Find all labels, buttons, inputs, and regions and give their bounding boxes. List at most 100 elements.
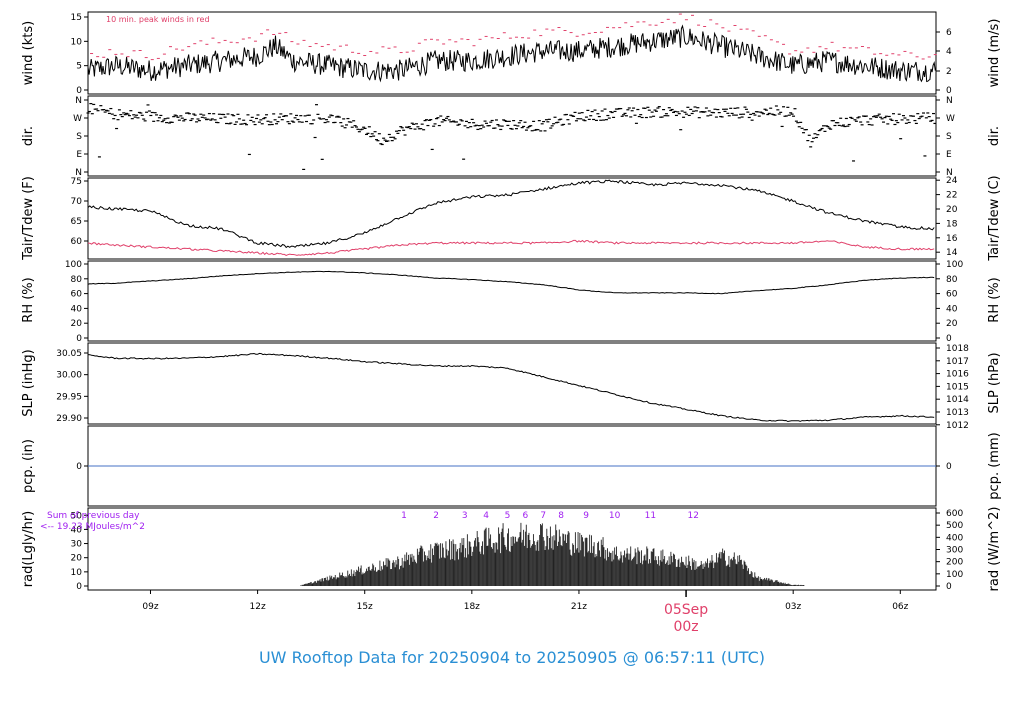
dir-right-tick-label: N: [946, 96, 953, 106]
rad-hour-label: 8: [558, 511, 564, 521]
rh-left-tick-label: 40: [71, 304, 83, 314]
dir-right-label: dir.: [987, 126, 1002, 146]
wind-series: [87, 24, 936, 83]
rh-series: [87, 270, 935, 295]
wind-left-tick-label: 10: [71, 37, 83, 47]
rh-right-tick-label: 100: [946, 260, 963, 270]
dir-left-tick-label: W: [73, 114, 82, 124]
slp-left-label: SLP (inHg): [21, 349, 36, 417]
rh-right-tick-label: 40: [946, 304, 958, 314]
slp-right-tick-label: 1015: [946, 382, 969, 392]
time-tick-label: 12z: [250, 602, 266, 612]
rad-left-tick-label: 10: [71, 568, 83, 578]
wind-right-label: wind (m/s): [987, 19, 1002, 88]
rad-hour-label: 2: [433, 511, 439, 521]
slp-right-tick-label: 1017: [946, 357, 969, 367]
slp-panel-frame: [87, 342, 937, 425]
rh-left-tick-label: 20: [71, 319, 83, 329]
time-tick-label: 06z: [892, 602, 908, 612]
rad-hour-label: 5: [505, 511, 511, 521]
rad-right-tick-label: 500: [946, 521, 963, 531]
day-marker-date: 05Sep: [664, 602, 708, 618]
rad-left-tick-label: 0: [76, 582, 82, 592]
dir-left-tick-label: S: [76, 132, 82, 142]
time-tick-label: 15z: [357, 602, 373, 612]
rh-left-tick-label: 0: [76, 334, 82, 344]
wind-panel-frame: [87, 11, 937, 95]
slp-left-tick-label: 29.90: [56, 414, 82, 424]
slp-right-tick-label: 1016: [946, 370, 969, 380]
temp-left-tick-label: 60: [71, 237, 83, 247]
rad-left-tick-label: 50: [71, 511, 83, 521]
rad-hour-label: 1: [401, 511, 407, 521]
rad-right-tick-label: 100: [946, 570, 963, 580]
time-tick-label: 18z: [464, 602, 480, 612]
dir-right-tick-label: W: [946, 114, 955, 124]
dir-left-label: dir.: [21, 126, 36, 146]
rad-right-tick-label: 0: [946, 582, 952, 592]
pcp-right-tick-label: 0: [946, 462, 952, 472]
slp-series: [87, 352, 935, 423]
rad-hour-label: 4: [483, 511, 489, 521]
dir-right-tick-label: N: [946, 168, 953, 178]
rad-hour-label: 10: [609, 511, 621, 521]
time-tick-label: 21z: [571, 602, 587, 612]
temp-left-tick-label: 65: [71, 217, 82, 227]
pcp-left-tick-label: 0: [76, 462, 82, 472]
dir-left-tick-label: N: [75, 168, 82, 178]
time-tick-label: 09z: [142, 602, 158, 612]
slp-left-tick-label: 30.00: [56, 371, 82, 381]
temp-right-tick-label: 24: [946, 176, 958, 186]
dir-right-tick-label: S: [946, 132, 952, 142]
wind-left-tick-label: 15: [71, 13, 82, 23]
rh-right-tick-label: 60: [946, 290, 958, 300]
rad-right-tick-label: 200: [946, 558, 963, 568]
slp-right-tick-label: 1013: [946, 408, 969, 418]
slp-right-tick-label: 1014: [946, 395, 969, 405]
rad-left-tick-label: 20: [71, 554, 83, 564]
wind-right-tick-label: 4: [946, 47, 952, 57]
temp-panel-frame: [87, 177, 937, 260]
tair-series: [87, 179, 935, 249]
rad-right-tick-label: 300: [946, 546, 963, 556]
slp-left-tick-label: 30.05: [56, 349, 82, 359]
rad-hour-label: 7: [540, 511, 546, 521]
wind-left-tick-label: 5: [76, 62, 82, 72]
day-marker-hour: 00z: [673, 619, 698, 635]
wind-right-tick-label: 0: [946, 86, 952, 96]
slp-right-label: SLP (hPa): [987, 352, 1002, 413]
rad-left-label: rad(Lgly/hr): [21, 511, 36, 587]
temp-right-tick-label: 14: [946, 248, 958, 258]
temp-left-tick-label: 75: [71, 177, 82, 187]
rh-right-tick-label: 20: [946, 319, 958, 329]
rh-right-tick-label: 0: [946, 334, 952, 344]
temp-left-label: Tair/Tdew (F): [21, 176, 36, 261]
rad-hour-label: 11: [645, 511, 656, 521]
dir-left-tick-label: E: [76, 150, 82, 160]
slp-left-tick-label: 29.95: [56, 392, 82, 402]
rad-hour-label: 6: [523, 511, 529, 521]
chart-title: UW Rooftop Data for 20250904 to 20250905…: [258, 648, 766, 667]
slp-right-tick-label: 1018: [946, 344, 969, 354]
dir-left-tick-label: N: [75, 96, 82, 106]
rad-left-tick-label: 30: [71, 540, 83, 550]
temp-right-tick-label: 20: [946, 205, 958, 215]
rad-right-tick-label: 400: [946, 533, 963, 543]
rh-panel-frame: [87, 260, 937, 342]
time-tick-label: 03z: [785, 602, 801, 612]
rh-left-tick-label: 60: [71, 290, 83, 300]
wind-left-label: wind (kts): [21, 21, 36, 85]
rad-sum-value: <-- 19.23 MJoules/m^2: [40, 522, 145, 532]
rad-hour-label: 9: [583, 511, 589, 521]
dir-right-tick-label: E: [946, 150, 952, 160]
wind-right-tick-label: 2: [946, 67, 952, 77]
rh-right-tick-label: 80: [946, 275, 958, 285]
temp-right-tick-label: 16: [946, 234, 958, 244]
pcp-left-label: pcp. (in): [21, 439, 36, 493]
temp-right-label: Tair/Tdew (C): [987, 175, 1002, 261]
peak-wind-note: 10 min. peak winds in red: [106, 15, 210, 24]
dir-panel-frame: [87, 95, 937, 177]
rad-right-tick-label: 600: [946, 509, 963, 519]
